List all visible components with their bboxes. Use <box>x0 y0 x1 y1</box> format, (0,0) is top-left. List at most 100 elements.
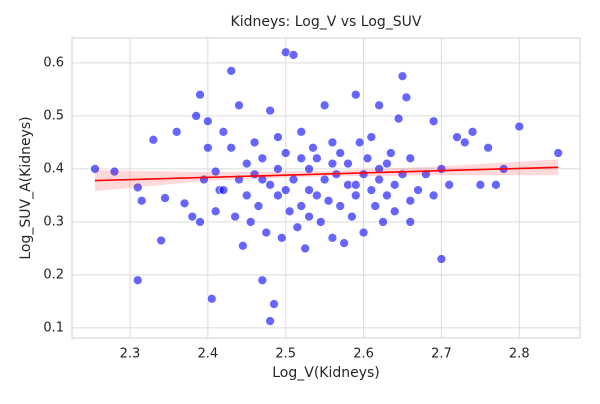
point <box>366 185 377 195</box>
point <box>483 142 493 153</box>
x-tick-label: 2.6 <box>353 347 374 362</box>
point <box>218 126 229 137</box>
point <box>323 195 334 206</box>
point <box>280 148 291 158</box>
point <box>300 243 311 254</box>
point <box>459 137 470 148</box>
point <box>265 105 275 116</box>
point <box>366 132 377 142</box>
x-tick-label: 2.5 <box>275 347 296 362</box>
point <box>335 148 346 158</box>
point <box>257 153 268 164</box>
point <box>304 211 314 222</box>
point <box>273 190 283 201</box>
point <box>269 299 279 309</box>
point <box>452 132 462 142</box>
point <box>160 193 170 203</box>
point <box>191 111 202 121</box>
point <box>195 89 205 100</box>
point <box>226 142 237 153</box>
point <box>319 100 330 111</box>
point <box>296 126 307 137</box>
point <box>397 71 408 82</box>
chart-title: Kidneys: Log_V vs Log_SUV <box>231 14 422 30</box>
confidence-band <box>94 159 559 192</box>
point <box>288 50 299 60</box>
point <box>304 185 314 195</box>
point <box>312 190 322 201</box>
point <box>312 153 322 164</box>
y-tick-label: 0.6 <box>43 55 64 70</box>
point <box>238 240 248 251</box>
point <box>261 227 272 238</box>
point <box>226 66 237 76</box>
point <box>296 201 307 211</box>
y-tick-label: 0.5 <box>43 108 64 123</box>
x-tick-label: 2.7 <box>431 347 452 362</box>
point <box>132 275 143 286</box>
point <box>382 158 392 169</box>
point <box>374 164 384 174</box>
point <box>553 148 564 158</box>
point <box>389 179 400 190</box>
y-tick-label: 0.2 <box>43 267 64 282</box>
point <box>378 217 388 227</box>
point <box>428 190 439 201</box>
point <box>413 185 423 195</box>
point <box>401 92 412 103</box>
point <box>370 201 381 211</box>
point <box>514 121 525 132</box>
x-tick-label: 2.3 <box>120 347 141 362</box>
point <box>475 179 486 190</box>
point <box>257 275 268 286</box>
point <box>265 179 275 190</box>
point <box>273 164 283 174</box>
point <box>90 164 100 174</box>
point <box>203 142 213 153</box>
point <box>347 211 357 222</box>
point <box>327 158 338 169</box>
point <box>315 217 326 227</box>
point <box>405 217 416 227</box>
y-tick-label: 0.1 <box>43 320 64 335</box>
point <box>241 158 252 169</box>
point <box>385 148 396 158</box>
point <box>249 137 260 148</box>
point <box>156 235 166 246</box>
point <box>350 89 361 100</box>
point <box>343 158 353 169</box>
point <box>218 185 229 195</box>
point <box>136 195 147 206</box>
point <box>374 100 384 111</box>
y-tick-label: 0.3 <box>43 214 64 229</box>
point <box>319 174 330 185</box>
point <box>292 222 303 233</box>
point <box>374 174 384 185</box>
point <box>436 254 447 264</box>
point <box>491 179 501 190</box>
point <box>206 293 217 304</box>
point <box>296 153 307 164</box>
point <box>467 126 478 137</box>
point <box>393 113 404 124</box>
y-tick-label: 0.4 <box>43 161 64 176</box>
point <box>276 232 287 243</box>
regression-line <box>94 166 559 182</box>
point <box>358 169 369 180</box>
point <box>210 206 221 217</box>
point <box>280 185 291 195</box>
point <box>358 227 369 238</box>
point <box>210 166 221 177</box>
point <box>405 195 416 206</box>
point <box>245 217 256 227</box>
point <box>350 190 361 201</box>
point <box>444 179 455 190</box>
point <box>382 190 392 201</box>
point <box>234 100 244 111</box>
point <box>273 132 283 142</box>
point <box>284 206 295 217</box>
point <box>362 153 373 164</box>
point <box>350 179 361 190</box>
point <box>179 198 190 209</box>
point <box>187 211 198 222</box>
